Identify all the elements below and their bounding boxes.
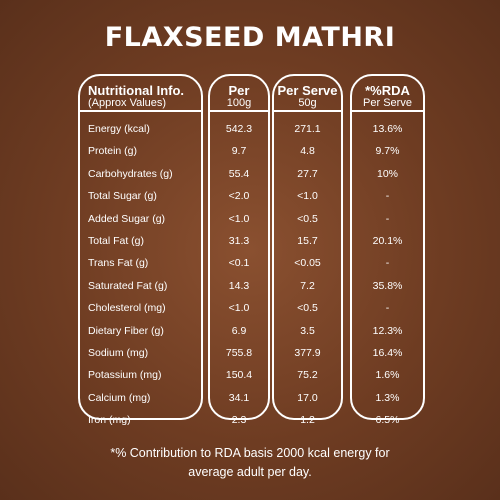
nutrient-name: Sodium (mg) [88, 346, 149, 359]
table-row: Total Sugar (g) <2.0 <1.0 - [0, 185, 500, 207]
header-per-label: Per [228, 83, 250, 98]
value-per-serve: <0.5 [297, 212, 318, 225]
nutrient-name: Trans Fat (g) [88, 257, 149, 270]
value-rda: 6.5% [375, 414, 400, 427]
table-row: Saturated Fat (g) 14.3 7.2 35.8% [0, 275, 500, 297]
header-50g-label: 50g [298, 96, 317, 109]
value-per-100g: 9.7 [231, 145, 247, 158]
value-per-100g: <1.0 [228, 212, 250, 225]
value-per-serve: 1.2 [300, 414, 315, 427]
table-row: Potassium (mg) 150.4 75.2 1.6% [0, 364, 500, 386]
header-divider [274, 110, 341, 112]
header-per-100g: Per 100g [208, 84, 270, 109]
value-per-serve: 271.1 [294, 123, 321, 135]
header-nutritional-info: Nutritional Info. (Approx Values) [88, 84, 184, 109]
value-per-serve: 27.7 [297, 167, 318, 180]
header-rda: *%RDA Per Serve [350, 84, 425, 109]
value-per-100g: 755.8 [225, 346, 253, 359]
value-per-serve: <0.5 [297, 302, 318, 315]
value-per-serve: 377.9 [294, 346, 321, 359]
table-row: Total Fat (g) 31.3 15.7 20.1% [0, 230, 500, 252]
value-per-100g: 2.3 [231, 414, 247, 427]
value-rda: 16.4% [372, 346, 403, 359]
nutrient-name: Energy (kcal) [88, 123, 150, 135]
value-rda: 1.3% [375, 391, 400, 404]
value-per-100g: 150.4 [225, 369, 253, 382]
footnote-line-2: average adult per day. [188, 465, 312, 479]
nutrient-name: Cholesterol (mg) [88, 302, 166, 315]
nutrient-name: Saturated Fat (g) [88, 279, 168, 292]
nutrient-name: Total Sugar (g) [88, 190, 157, 203]
table-row: Added Sugar (g) <1.0 <0.5 - [0, 208, 500, 230]
value-per-serve: 75.2 [297, 369, 318, 382]
nutrient-name: Iron (mg) [88, 414, 131, 427]
nutrient-name: Calcium (mg) [88, 391, 151, 404]
value-per-100g: <2.0 [228, 190, 250, 203]
header-per-serve: Per Serve 50g [272, 84, 343, 109]
header-approx-values-label: (Approx Values) [88, 96, 167, 109]
nutrition-rows: Energy (kcal) 542.3 271.1 13.6% Protein … [0, 118, 500, 431]
nutrient-name: Dietary Fiber (g) [88, 324, 164, 337]
column-frame-rda [350, 74, 425, 420]
value-per-serve: 15.7 [297, 234, 318, 247]
value-per-100g: <0.1 [228, 257, 250, 270]
table-row: Iron (mg) 2.3 1.2 6.5% [0, 409, 500, 431]
value-per-serve: <1.0 [297, 190, 318, 203]
nutrient-name: Added Sugar (g) [88, 212, 166, 225]
footnote-line-1: *% Contribution to RDA basis 2000 kcal e… [110, 446, 390, 460]
header-rda-label: *%RDA [365, 83, 410, 98]
table-row: Protein (g) 9.7 4.8 9.7% [0, 140, 500, 162]
value-rda: - [385, 302, 390, 315]
column-frame-per-100g [208, 74, 270, 420]
table-row: Dietary Fiber (g) 6.9 3.5 12.3% [0, 320, 500, 342]
value-per-100g: 6.9 [231, 324, 247, 337]
value-per-100g: 55.4 [228, 167, 250, 180]
header-100g-label: 100g [226, 96, 252, 109]
value-rda: 1.6% [375, 369, 400, 382]
value-per-100g: <1.0 [228, 302, 250, 315]
value-per-serve: 4.8 [300, 145, 315, 158]
header-divider [210, 110, 268, 112]
table-row: Trans Fat (g) <0.1 <0.05 - [0, 252, 500, 274]
table-row: Carbohydrates (g) 55.4 27.7 10% [0, 163, 500, 185]
value-per-serve: 7.2 [300, 279, 315, 292]
product-title: FLAXSEED MATHRI [104, 22, 396, 53]
header-divider [80, 110, 201, 112]
value-rda: 20.1% [372, 234, 403, 247]
header-nutritional-info-label: Nutritional Info. [88, 83, 185, 98]
table-row: Sodium (mg) 755.8 377.9 16.4% [0, 342, 500, 364]
value-per-100g: 34.1 [228, 391, 250, 404]
value-per-serve: <0.05 [294, 257, 321, 270]
value-per-serve: 17.0 [297, 391, 318, 404]
table-row: Energy (kcal) 542.3 271.1 13.6% [0, 118, 500, 140]
rda-footnote: *% Contribution to RDA basis 2000 kcal e… [0, 444, 500, 482]
column-frame-nutrient [78, 74, 203, 420]
value-rda: - [385, 212, 390, 225]
value-rda: 9.7% [375, 145, 400, 158]
column-frame-per-serve [272, 74, 343, 420]
nutrient-name: Potassium (mg) [88, 369, 162, 382]
value-rda: - [385, 257, 390, 270]
header-per-serve-label: Per Serve [277, 83, 338, 98]
value-rda: 13.6% [372, 123, 403, 135]
value-per-serve: 3.5 [300, 324, 315, 337]
value-rda: 10% [376, 167, 398, 180]
header-rda-per-serve-label: Per Serve [363, 96, 412, 109]
table-row: Calcium (mg) 34.1 17.0 1.3% [0, 387, 500, 409]
header-divider [352, 110, 423, 112]
value-rda: - [385, 190, 390, 203]
value-per-100g: 542.3 [225, 123, 253, 135]
table-row: Cholesterol (mg) <1.0 <0.5 - [0, 297, 500, 319]
value-rda: 35.8% [372, 279, 403, 292]
nutrient-name: Protein (g) [88, 145, 138, 158]
nutrient-name: Carbohydrates (g) [88, 167, 173, 180]
value-per-100g: 31.3 [228, 234, 250, 247]
value-per-100g: 14.3 [228, 279, 250, 292]
nutrient-name: Total Fat (g) [88, 234, 145, 247]
value-rda: 12.3% [372, 324, 403, 337]
